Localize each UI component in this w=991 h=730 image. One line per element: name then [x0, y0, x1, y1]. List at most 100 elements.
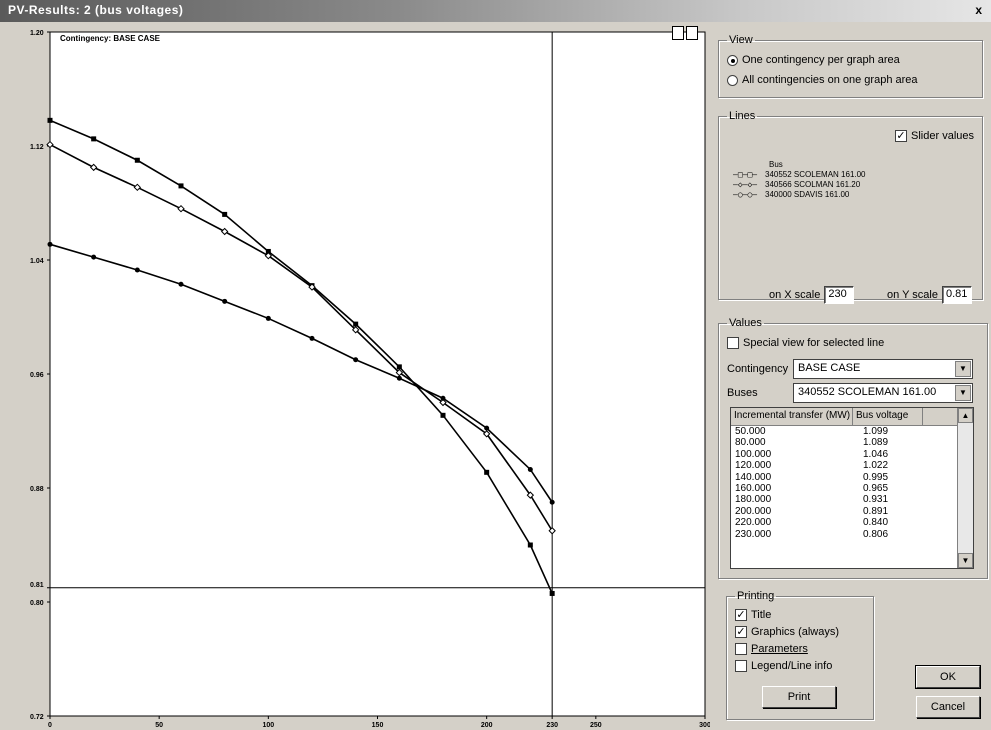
cell-voltage: 0.891	[863, 505, 889, 517]
print-button[interactable]: Print	[762, 686, 836, 708]
data-point	[484, 469, 490, 475]
data-point	[309, 335, 315, 341]
print-parameters-checkbox[interactable]	[735, 642, 747, 655]
print-graphics-option[interactable]: ✓ Graphics (always)	[735, 623, 865, 640]
buses-row: Buses 340552 SCOLEMAN 161.00 ▼	[727, 383, 979, 403]
scroll-up-icon[interactable]: ▲	[958, 408, 973, 423]
cell-voltage: 1.022	[863, 460, 889, 472]
values-group-label: Values	[729, 317, 762, 329]
x-scale-input[interactable]: 230	[824, 286, 855, 304]
graph-toolbar	[672, 26, 700, 43]
cell-voltage: 1.099	[863, 426, 889, 437]
cell-transfer: 120.000	[735, 460, 772, 472]
table-row[interactable]: 50.000 1.099	[731, 426, 973, 437]
legend-item[interactable]: —○—○— 340000 SDAVIS 161.00	[733, 189, 974, 199]
legend-text: 340552 SCOLEMAN 161.00	[765, 169, 866, 179]
legend-item[interactable]: —◇—◇— 340566 SCOLMAN 161.20	[733, 179, 974, 189]
data-point	[549, 590, 555, 596]
printing-group-label: Printing	[737, 590, 775, 602]
table-row[interactable]: 230.000 0.806	[731, 529, 973, 540]
x-tick-label: 50	[155, 722, 163, 729]
y-tick-label: 0.88	[30, 486, 44, 493]
cell-voltage: 0.931	[863, 494, 889, 506]
view-option-all-radio[interactable]	[727, 74, 738, 86]
print-legend-label: Legend/Line info	[751, 659, 833, 672]
data-point	[351, 326, 360, 334]
chevron-down-icon[interactable]: ▼	[955, 361, 971, 377]
zoom-icon[interactable]	[672, 26, 684, 40]
lines-group: Lines ✓ Slider values Bus —□—□— 340552 S…	[718, 110, 983, 304]
slider-values-checkbox[interactable]: ✓	[895, 130, 908, 142]
y-tick-label: 0.81	[30, 582, 44, 589]
table-row[interactable]: 180.000 0.931	[731, 494, 973, 505]
data-point	[178, 183, 184, 189]
view-option-one[interactable]: One contingency per graph area	[727, 50, 974, 70]
printing-group: Printing ✓ Title ✓ Graphics (always) Par…	[726, 590, 874, 720]
cell-transfer: 220.000	[735, 517, 772, 529]
table-body: 50.000 1.099 80.000 1.089 100.000 1.046 120…	[731, 426, 973, 540]
table-row[interactable]: 200.000 0.891	[731, 506, 973, 517]
print-title-option[interactable]: ✓ Title	[735, 606, 865, 623]
x-scale-label: on X scale	[769, 289, 821, 301]
table-row[interactable]: 100.000 1.046	[731, 449, 973, 460]
data-point	[222, 211, 228, 217]
table-row[interactable]: 140.000 0.995	[731, 472, 973, 483]
print-parameters-option[interactable]: Parameters	[735, 640, 865, 657]
cell-transfer: 200.000	[735, 505, 772, 517]
cell-transfer: 230.000	[735, 528, 772, 540]
data-point	[440, 412, 446, 418]
page-icon[interactable]	[686, 26, 698, 40]
data-point	[89, 163, 98, 172]
buses-value: 340552 SCOLEMAN 161.00	[798, 386, 937, 398]
legend-item[interactable]: —□—□— 340552 SCOLEMAN 161.00	[733, 169, 974, 179]
x-tick-label: 150	[372, 722, 384, 729]
print-graphics-checkbox[interactable]: ✓	[735, 625, 747, 638]
chevron-down-icon[interactable]: ▼	[955, 385, 971, 401]
view-option-all[interactable]: All contingencies on one graph area	[727, 70, 974, 90]
y-scale-row: on Y scale 0.81	[887, 286, 972, 304]
data-point	[264, 252, 273, 260]
scroll-down-icon[interactable]: ▼	[958, 553, 973, 568]
view-option-one-radio[interactable]	[727, 54, 738, 66]
slider-values-label: Slider values	[911, 130, 974, 142]
data-point	[549, 499, 555, 505]
legend-bus-header: Bus	[769, 160, 783, 169]
table-row[interactable]: 160.000 0.965	[731, 483, 973, 494]
contingency-label: Contingency	[727, 363, 789, 375]
legend-text: 340000 SDAVIS 161.00	[765, 189, 850, 199]
ok-button[interactable]: OK	[915, 665, 981, 689]
data-point	[548, 527, 556, 535]
print-title-checkbox[interactable]: ✓	[735, 608, 747, 621]
legend-symbol: —◇—◇—	[733, 179, 758, 189]
cancel-button[interactable]: Cancel	[916, 696, 980, 718]
data-point	[353, 321, 359, 327]
table-row[interactable]: 80.000 1.089	[731, 437, 973, 448]
values-table[interactable]: Incremental transfer (MW) Bus voltage 50…	[730, 407, 974, 569]
y-tick-label: 0.80	[30, 600, 44, 607]
column-header-transfer[interactable]: Incremental transfer (MW)	[731, 408, 853, 425]
close-icon[interactable]: x	[975, 3, 983, 17]
special-view-option[interactable]: Special view for selected line	[727, 333, 979, 353]
x-tick-label: 300	[699, 722, 710, 729]
y-tick-label: 0.72	[30, 714, 44, 721]
special-view-label: Special view for selected line	[743, 337, 885, 349]
print-legend-option[interactable]: Legend/Line info	[735, 657, 865, 674]
data-point	[265, 248, 271, 254]
slider-values-option[interactable]: ✓ Slider values	[727, 126, 974, 146]
column-header-voltage[interactable]: Bus voltage	[853, 408, 923, 425]
print-legend-checkbox[interactable]	[735, 659, 747, 672]
table-row[interactable]: 120.000 1.022	[731, 460, 973, 471]
data-point	[265, 315, 271, 321]
contingency-value: BASE CASE	[798, 362, 861, 374]
table-scrollbar[interactable]: ▲ ▼	[957, 408, 973, 568]
special-view-checkbox[interactable]	[727, 337, 739, 349]
y-scale-input[interactable]: 0.81	[941, 286, 972, 304]
buses-select[interactable]: 340552 SCOLEMAN 161.00 ▼	[793, 383, 973, 403]
view-option-one-label: One contingency per graph area	[742, 54, 900, 66]
data-point	[439, 398, 447, 407]
cell-transfer: 160.000	[735, 482, 772, 494]
data-point	[308, 283, 316, 291]
pv-chart: Contingency: BASE CASE 0 50 100 150 200 230 25…	[30, 30, 710, 729]
table-row[interactable]: 220.000 0.840	[731, 517, 973, 528]
contingency-select[interactable]: BASE CASE ▼	[793, 359, 973, 379]
